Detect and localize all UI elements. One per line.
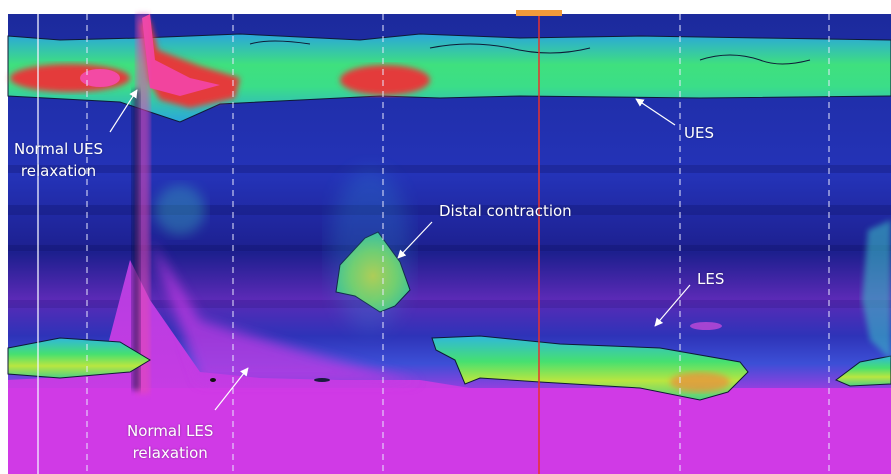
arrow-ues <box>635 98 676 126</box>
label-les-relax-line2: relaxation <box>132 444 208 462</box>
time-gridlines <box>37 14 830 474</box>
arrow-les <box>654 284 691 327</box>
label-les-relax-line1: Normal LES <box>127 422 214 440</box>
ues-band <box>7 33 891 123</box>
label-ues-relax-line1: Normal UES <box>14 140 104 158</box>
les-band-left <box>7 337 151 379</box>
label-normal-ues-relaxation: Normal UES relaxation <box>14 138 103 182</box>
les-band-main <box>431 335 749 401</box>
label-normal-les-relaxation: Normal LES relaxation <box>127 420 213 464</box>
arrow-les-relaxation <box>214 367 249 411</box>
label-ues: UES <box>684 124 714 142</box>
arrow-ues-relaxation <box>109 89 138 133</box>
stomach-region <box>8 388 891 474</box>
label-distal-contraction: Distal contraction <box>439 202 572 220</box>
arrow-distal-contraction <box>397 221 433 259</box>
cursor-tab <box>516 10 562 16</box>
annotation-arrows <box>109 89 691 411</box>
les-band-right <box>835 355 891 387</box>
banding <box>8 165 891 308</box>
ues-contours <box>249 40 811 65</box>
label-ues-relax-line2: relaxation <box>20 162 97 180</box>
label-les: LES <box>697 270 725 288</box>
